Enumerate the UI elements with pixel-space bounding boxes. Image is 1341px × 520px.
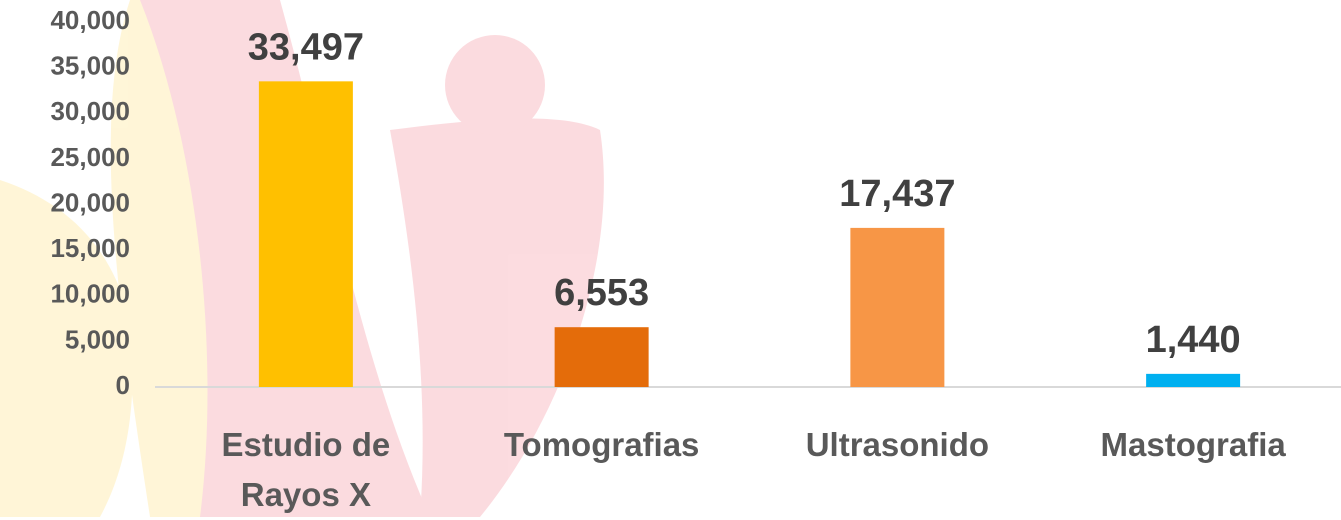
bar: [555, 327, 649, 387]
y-tick-label: 5,000: [65, 324, 130, 354]
y-tick-label: 25,000: [50, 142, 130, 172]
bar: [259, 81, 353, 387]
y-tick-label: 10,000: [50, 279, 130, 309]
value-label: 1,440: [1146, 319, 1241, 361]
y-tick-label: 20,000: [50, 187, 130, 217]
page: 0 5,000 10,000 15,000 20,000 25,000 30,000 35,0…: [0, 0, 1341, 517]
bar: [1146, 374, 1240, 387]
value-label: 33,497: [248, 26, 364, 68]
value-label: 17,437: [839, 173, 955, 215]
x-tick-label: Mastografia: [1063, 420, 1323, 470]
y-tick-label: 35,000: [50, 51, 130, 81]
x-tick-label: Tomografias: [472, 420, 732, 470]
value-label: 6,553: [554, 272, 649, 314]
x-tick-label: Estudio de Rayos X: [176, 420, 436, 520]
y-tick-label: 30,000: [50, 96, 130, 126]
y-tick-label: 0: [116, 370, 130, 400]
x-tick-label: Ultrasonido: [767, 420, 1027, 470]
y-tick-label: 40,000: [50, 5, 130, 35]
y-tick-label: 15,000: [50, 233, 130, 263]
bar: [850, 228, 944, 387]
watermark-shape: [445, 35, 545, 135]
